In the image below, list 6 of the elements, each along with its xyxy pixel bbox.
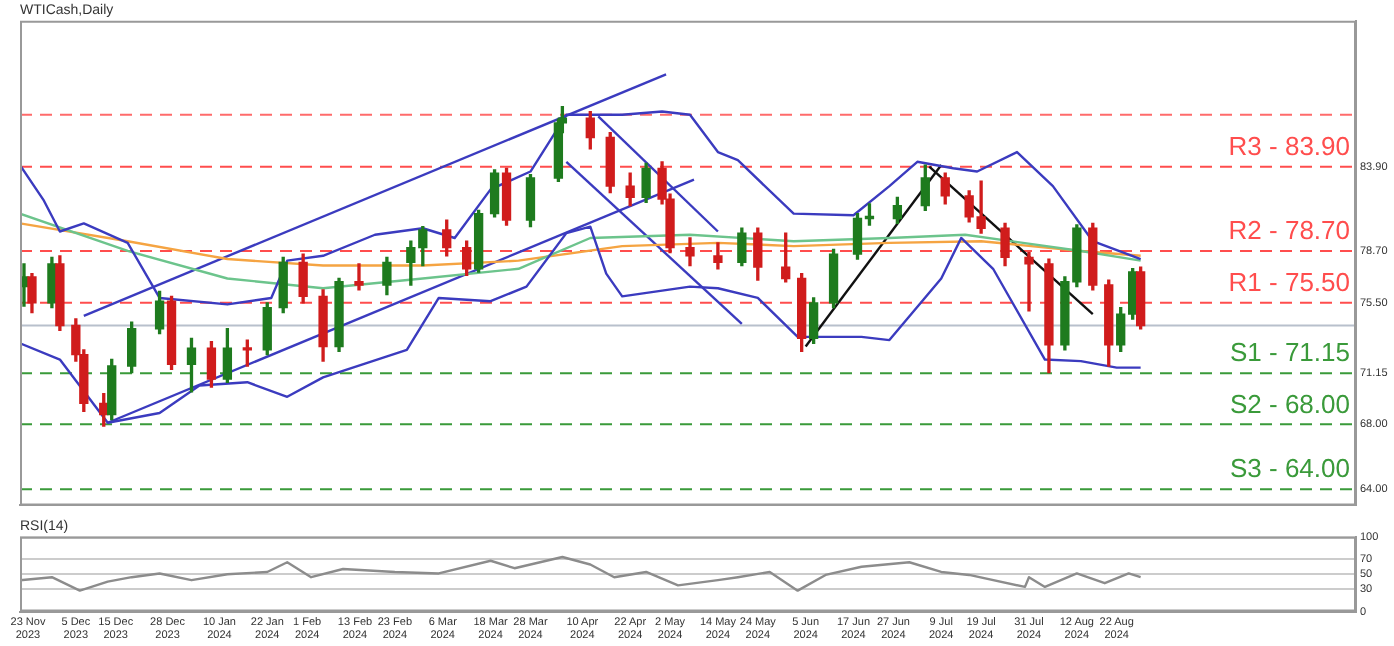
ref-line-label: S2 - 68.00 [1230,388,1350,419]
ref-line-label: S3 - 64.00 [1230,453,1350,484]
ref-line-label: R1 - 75.50 [1228,266,1350,297]
ref-line-label: R3 - 83.90 [1228,130,1350,161]
ref-line-label: R2 - 78.70 [1228,215,1350,246]
ref-line-label: S1 - 71.15 [1230,337,1350,368]
